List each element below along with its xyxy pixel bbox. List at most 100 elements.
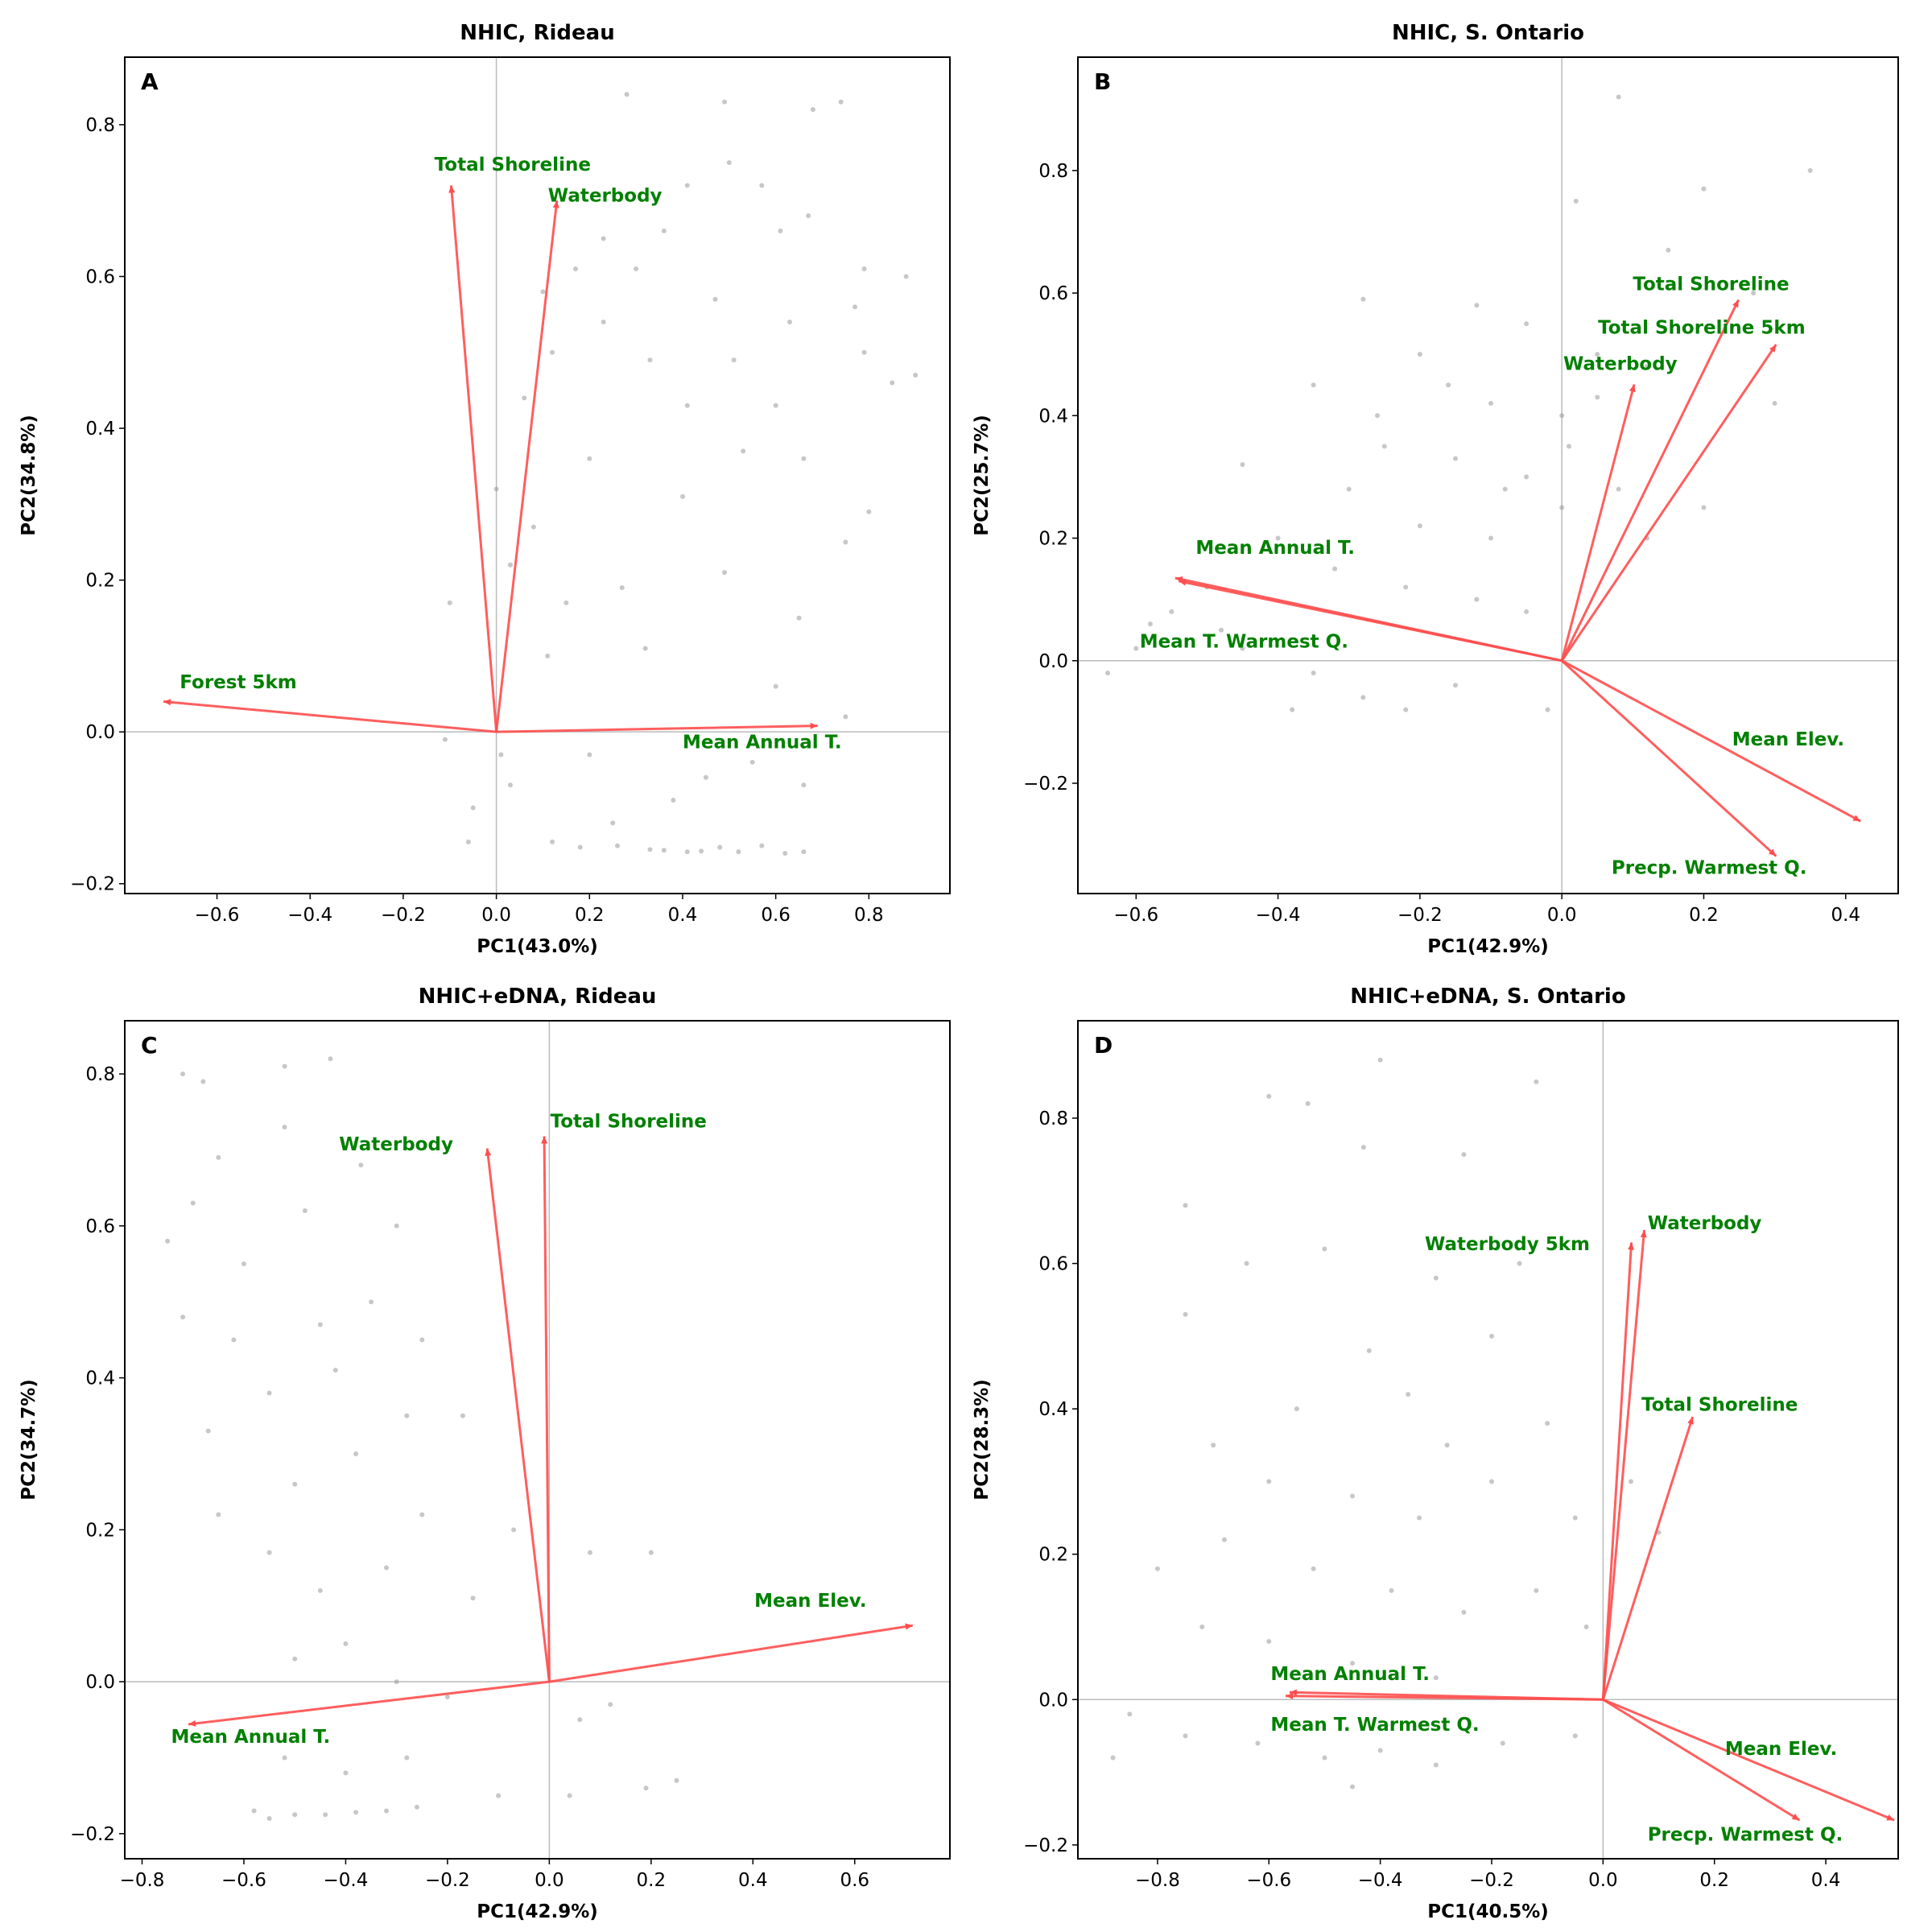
- data-point: [1374, 413, 1380, 419]
- data-point: [1433, 1762, 1439, 1768]
- data-point: [1240, 462, 1245, 468]
- x-tick-label: −0.2: [425, 1870, 470, 1891]
- data-point: [587, 456, 592, 461]
- data-point: [292, 1656, 298, 1662]
- data-point: [731, 357, 737, 363]
- loading-arrow: [1601, 1416, 1695, 1700]
- arrow-head: [1289, 1689, 1297, 1696]
- data-point: [231, 1337, 237, 1343]
- data-point: [1583, 1624, 1589, 1629]
- data-point: [647, 847, 653, 852]
- data-point: [496, 1793, 502, 1798]
- panel-letter: B: [1094, 68, 1111, 95]
- data-point: [282, 1125, 287, 1130]
- panel-title: NHIC, S. Ontario: [1392, 21, 1584, 45]
- data-point: [394, 1223, 399, 1228]
- data-point: [266, 1550, 272, 1555]
- data-point: [292, 1481, 298, 1487]
- loading-arrow: [549, 1624, 914, 1683]
- data-point: [1616, 94, 1621, 100]
- y-tick-label: 0.2: [85, 1520, 115, 1541]
- panel-c: NHIC+eDNA, Rideau Waterbody Total Shorelin…: [19, 985, 951, 1922]
- data-point: [317, 1587, 323, 1593]
- loading-arrow: [1602, 1698, 1801, 1822]
- y-tick-label: −0.2: [70, 1824, 115, 1845]
- loading-arrow: [163, 700, 497, 733]
- data-point: [801, 849, 807, 855]
- data-point: [749, 759, 755, 765]
- data-point: [861, 349, 867, 355]
- arrow-head: [1286, 1692, 1294, 1699]
- data-point: [1360, 1145, 1366, 1150]
- data-point: [1417, 1515, 1422, 1521]
- x-tick-label: −0.8: [120, 1870, 165, 1891]
- y-tick-label: 0.2: [85, 571, 115, 592]
- axes-frame: [124, 56, 951, 894]
- data-point: [1147, 621, 1153, 627]
- data-point: [540, 289, 546, 295]
- data-point: [1377, 1057, 1383, 1063]
- data-point: [1360, 695, 1366, 700]
- data-point: [759, 843, 765, 848]
- loading-label: Total Shoreline: [1633, 275, 1789, 295]
- x-tick-label: −0.6: [1113, 905, 1158, 926]
- data-point: [369, 1299, 374, 1305]
- loading-label: Precp. Warmest Q.: [1612, 857, 1807, 878]
- arrow-head: [1640, 1230, 1647, 1238]
- data-point: [903, 274, 909, 279]
- data-point: [328, 1056, 333, 1062]
- data-point: [1534, 1079, 1539, 1084]
- data-point: [1488, 1479, 1494, 1484]
- data-point: [726, 160, 732, 166]
- panel-d: NHIC+eDNA, S. Ontario Waterbody 5km Waterb…: [972, 985, 1899, 1922]
- data-point: [1517, 1261, 1522, 1266]
- data-point: [317, 1322, 323, 1327]
- y-tick-label: 0.8: [1038, 161, 1068, 182]
- loading-label: Forest 5km: [180, 672, 296, 693]
- data-point: [1524, 474, 1530, 480]
- data-point: [1403, 707, 1409, 712]
- x-tick-label: −0.6: [195, 905, 240, 926]
- data-point: [1240, 646, 1245, 651]
- loading-label: Precp. Warmest Q.: [1648, 1824, 1843, 1845]
- data-point: [1154, 1566, 1160, 1571]
- x-tick-label: 0.6: [761, 905, 791, 926]
- data-point: [1305, 1100, 1311, 1106]
- data-point: [1595, 394, 1600, 400]
- data-point: [1772, 401, 1777, 407]
- data-point: [866, 509, 872, 514]
- scatter-points: [442, 92, 919, 857]
- data-point: [507, 562, 513, 568]
- data-point: [1502, 486, 1508, 492]
- loading-label: Waterbody: [1563, 354, 1678, 375]
- data-point: [1183, 1733, 1188, 1739]
- data-point: [266, 1390, 272, 1396]
- x-axis-label: PC1(40.5%): [1427, 1901, 1549, 1922]
- y-tick-label: 0.4: [1038, 406, 1068, 427]
- data-point: [838, 99, 844, 105]
- scatter-points: [165, 1056, 679, 1821]
- data-point: [1255, 1740, 1261, 1746]
- x-tick-label: 0.2: [1689, 905, 1719, 926]
- arrow-head: [1628, 1242, 1635, 1250]
- data-point: [1311, 1566, 1316, 1571]
- data-point: [358, 1162, 364, 1168]
- x-tick-label: 0.0: [481, 905, 511, 926]
- data-point: [1350, 1493, 1356, 1499]
- loading-label: Mean T. Warmest Q.: [1270, 1715, 1479, 1736]
- data-point: [394, 1679, 399, 1685]
- data-point: [796, 615, 802, 621]
- arrow-head: [1769, 848, 1777, 857]
- loading-label: Mean Elev.: [1732, 729, 1844, 750]
- data-point: [1199, 1624, 1205, 1629]
- loading-arrow: [1561, 659, 1777, 857]
- arrow-head: [1769, 344, 1777, 353]
- data-point: [1524, 609, 1530, 614]
- data-point: [384, 1808, 390, 1814]
- data-point: [601, 236, 606, 242]
- data-point: [1545, 1421, 1550, 1426]
- data-point: [444, 1694, 450, 1699]
- x-tick-label: 0.0: [1588, 1870, 1618, 1891]
- data-point: [460, 1413, 465, 1418]
- loading-label: Mean Annual T.: [1270, 1664, 1430, 1685]
